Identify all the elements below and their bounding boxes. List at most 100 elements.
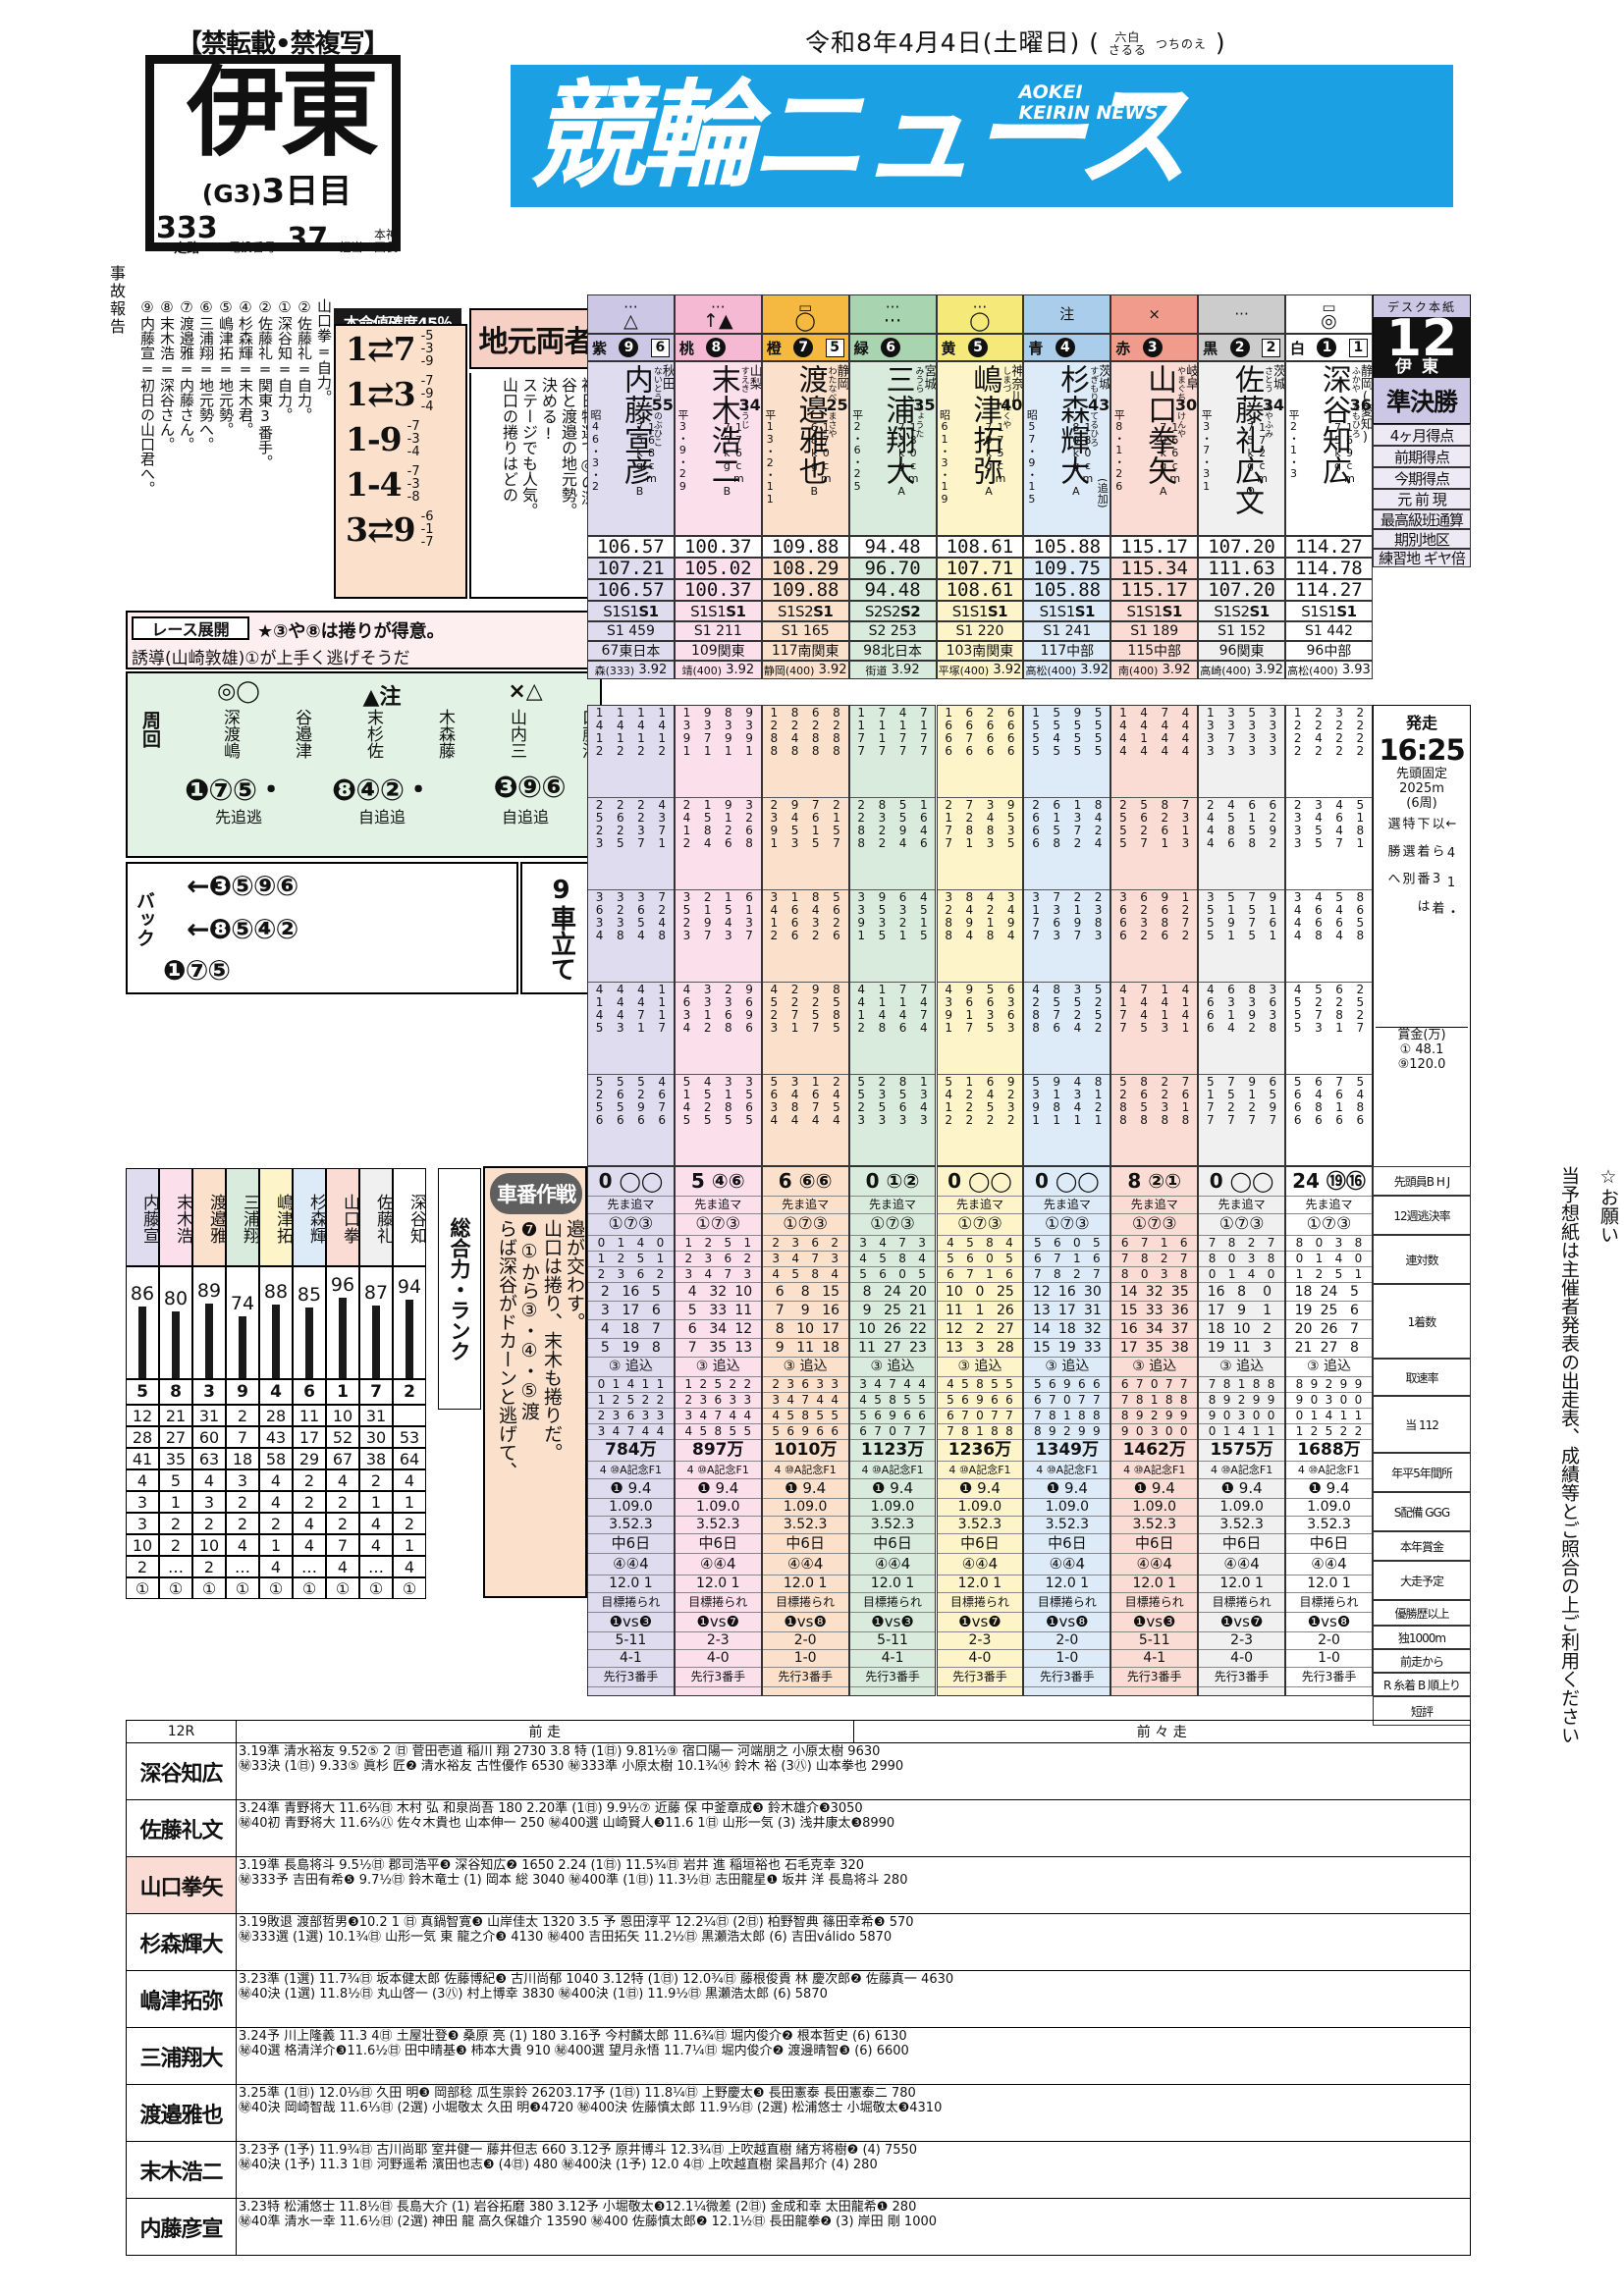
grid-label: 前期得点 [1373,446,1471,467]
prize-1: ① 48.1 [1399,1042,1444,1057]
gear-ratio: 3.92 [638,663,668,677]
rank-value: 87 [363,1282,389,1304]
start-note-4: 特 選 別 [1399,817,1415,884]
stat-short-comment: 先行3番手 [588,1668,674,1687]
results-body: 深谷知広 3.19準 清水裕友 9.52⑤ 2 ㊐ 菅田壱道 稲川 翔 2730 … [126,1743,1471,2256]
score-prev-3: 115.34 [1110,558,1199,579]
period-number: 117 [1040,643,1067,659]
racer-prefecture: 茨城 [1271,364,1285,390]
results-header-row: 12R 前 走 前 々 走 [126,1720,1471,1743]
stat-past3: 5-11 [849,1632,936,1650]
stat-row: 5 19 8 [588,1339,674,1358]
racer-card-9: 内藤宣彦 ないとう のぶひこ 秋田 55 昭46・3・2 168cm 75kg B [587,361,675,536]
stat-row: 13 17 31 [1024,1302,1110,1320]
racer-birthdate: 平13・2・11 [763,409,777,506]
total-wins: 459 [628,623,655,639]
rank-extra-cell: 3 [226,1469,259,1491]
racer-prefecture: 茨城 [1096,364,1111,390]
rank-extra-cell: 1 [393,1534,426,1556]
racer-prefecture: 宮城 [921,364,937,390]
alt-number: 6 [650,338,670,357]
career-total-1: S1 442 [1285,621,1373,641]
stat-marks: ④④4 [762,1554,848,1575]
practice-track: 森(333) [594,664,635,677]
score-prev-row: 107.21 105.02 108.29 96.70 107.71 109.75 115.3… [587,558,1373,579]
racer-extra-tag: (追加) [1096,478,1110,508]
lap-car-group: ❸⑨⑥ [493,770,566,805]
total-wins: 152 [1239,623,1267,639]
rank-extra-cell: … [359,1556,393,1577]
racer-name: 佐藤礼広文 [1229,364,1264,516]
stat-row: 21 27 8 [1286,1339,1372,1358]
stat-tactic: ③ 追込 [588,1358,674,1377]
result-line: 3.24予 川上隆義 11.3 4㊐ 土屋壮登❸ 桑原 亮 (1) 180 3.… [239,2029,907,2044]
prediction-subs: -7 -3 -8 [406,463,420,505]
prediction-line: 1-4 -7 -3 -8 [336,461,465,507]
grid-label: 練習地 ギヤ倍 [1373,549,1471,567]
score-4month-2: 107.20 [1198,536,1285,558]
rank-names-row: 内藤宣 末木浩 渡邉雅 三浦翔 嶋津拓 杉森輝 山口拳 佐藤礼 深谷知 [126,1168,460,1266]
grid-row-labels: 4ヶ月得点 前期得点 今期得点元 前 現最高級班通算 期別地区 練習地 ギヤ倍 [1373,424,1471,567]
stat-time3: 3.52.3 [762,1517,848,1534]
tel-number: 37 [287,222,329,256]
stat-label: 先頭員B H J [1373,1166,1471,1196]
stat-odds: 12.0 1 [1111,1575,1198,1593]
racer-prefecture: 神奈川 [1008,364,1024,402]
prediction-line: 1-9 -7 -3 -4 [336,416,465,461]
lap-name: 木森藤 [435,709,455,759]
class-current: S1 [638,602,659,620]
stat-tactic: ③ 追込 [849,1358,936,1377]
result-line: ㊙40準 清水一幸 11.6½㊐ (2選) 神田 龍 高久保雄介 13590 ㊙… [239,2215,938,2229]
result-line: ㊙40決 (1予) 11.3 1㊐ 河野遥希 濱田也志❸ (4㊐) 480 ㊙4… [239,2158,878,2172]
lap-mark: ◎◯ [217,679,260,704]
racer-mark-5: ··· ◯ [936,294,1024,334]
date-text: 令和8年4月4日(土曜日) [805,28,1081,57]
rank-order: 4 [259,1379,293,1405]
practice-track: 南(400) [1117,664,1159,677]
stat-row: 8 24 20 [849,1283,936,1302]
best-class: S1 [693,623,712,639]
region-name: 北日本 [880,644,922,660]
class-seq: S1S1 [1039,602,1076,620]
stat-short-comment: 先行3番手 [1286,1668,1372,1687]
lap-style: 自追追 [501,808,549,827]
score-4month-row: 106.57 100.37 109.88 94.48 108.61 105.88 115.1… [587,536,1373,558]
rank-racer-name: 深谷知 [393,1168,426,1266]
stat-marks: ④④4 [937,1554,1023,1575]
gear-ratio: 3.92 [891,663,920,677]
racer-birthdate: 平2・6・25 [850,409,864,493]
stat-time2: 1.09.0 [675,1499,761,1517]
period-number: 115 [1127,643,1155,659]
rank-extra-cell: 3 [126,1513,159,1534]
